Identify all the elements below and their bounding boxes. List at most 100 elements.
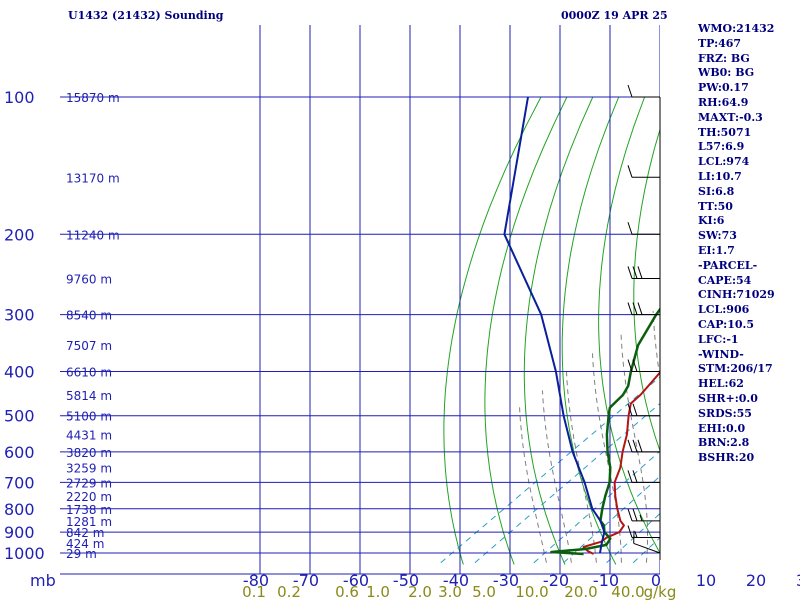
pressure-unit-label: mb: [30, 571, 56, 590]
wind-barb: [627, 222, 660, 235]
pressure-tick-label: 600: [4, 443, 35, 462]
wind-barb: [627, 508, 660, 522]
index-item: BRN:2.8: [698, 436, 750, 450]
height-label: 3259 m: [66, 462, 112, 476]
temperature-tick-label: 20: [746, 571, 766, 590]
temperature-tick-label: -10: [593, 571, 619, 590]
height-label: 7507 m: [66, 339, 112, 353]
pressure-tick-label: 400: [4, 363, 35, 382]
index-item: LI:10.7: [698, 169, 742, 183]
height-label: 11240 m: [66, 228, 120, 242]
temperature-line: [582, 371, 660, 555]
temperature-tick-label: -50: [393, 571, 419, 590]
pressure-tick-label: 900: [4, 523, 35, 542]
index-item: SI:6.8: [698, 184, 735, 198]
dry-adiabat: [793, 97, 800, 565]
wind-barb: [627, 470, 660, 483]
height-label: 29 m: [66, 547, 97, 561]
moist-adiabat: [592, 353, 622, 563]
moist-adiabat: [796, 234, 800, 562]
wind-barb: [627, 359, 660, 373]
mixing-ratio-label: 0.2: [277, 583, 301, 600]
isotherms: [259, 25, 660, 574]
temperature-tick-label: 10: [696, 571, 716, 590]
moist-adiabats: [519, 234, 800, 563]
index-item: EHI:0.0: [698, 421, 746, 435]
height-label: 6610 m: [66, 366, 112, 380]
parcel-line: [503, 96, 606, 554]
mixing-ratio-label: 10.0: [515, 583, 548, 600]
wind-barb: [627, 302, 660, 316]
index-item: -PARCEL-: [698, 258, 758, 272]
height-label: 5100 m: [66, 410, 112, 424]
sounding-time: 0000Z 19 APR 25: [561, 9, 668, 22]
moist-adiabat: [652, 311, 660, 381]
mixing-ratio-label: g/kg: [644, 583, 677, 600]
index-item: SRDS:55: [698, 406, 752, 420]
height-labels: 15870 m 13170 m 11240 m 9760 m 8540 m 7507 m 6…: [66, 91, 120, 561]
sounding-series: [503, 96, 660, 556]
moist-adiabat: [771, 234, 800, 562]
temperature-tick-label: -60: [343, 571, 369, 590]
mixing-ratio-label: 0.6: [335, 583, 359, 600]
temperature-tick-label: -70: [293, 571, 319, 590]
stability-indices-list: WMO:21432 TP:467 FRZ: BG WB0: BG PW:0.17 RH:6…: [698, 22, 775, 466]
mixing-ratio-label: 5.0: [472, 583, 496, 600]
pressure-tick-label: 100: [4, 88, 35, 107]
moist-adiabat: [541, 390, 572, 563]
index-item: CINH:71029: [698, 288, 775, 302]
height-label: 13170 m: [66, 171, 120, 185]
height-label: 15870 m: [66, 91, 120, 105]
index-item: TH:5071: [698, 125, 752, 139]
mixing-ratio-label: 1.0: [366, 583, 390, 600]
station-title: U1432 (21432) Sounding: [68, 9, 224, 22]
height-label: 5814 m: [66, 389, 112, 403]
dewpoint-line: [550, 307, 660, 556]
index-item: L57:6.9: [698, 140, 745, 154]
mixing-ratio-label: 2.0: [408, 583, 432, 600]
dry-adiabat: [633, 127, 660, 453]
index-item: STM:206/17: [698, 362, 773, 376]
mixing-ratio-line: [774, 177, 800, 562]
index-item: HEL:62: [698, 377, 744, 391]
temperature-tick-label: -40: [443, 571, 469, 590]
moist-adiabat: [620, 333, 648, 563]
index-item: WB0: BG: [698, 66, 755, 80]
index-item: LCL:974: [698, 155, 750, 169]
height-label: 1738 m: [66, 503, 112, 517]
height-label: 4431 m: [66, 429, 112, 443]
index-item: RH:64.9: [698, 95, 749, 109]
height-label: 842 m: [66, 526, 104, 540]
temperature-tick-label: 0: [651, 571, 661, 590]
pressure-tick-label: 700: [4, 473, 35, 492]
pressure-tick-label: 500: [4, 407, 35, 426]
index-item: LCL:906: [698, 303, 750, 317]
index-item: TP:467: [698, 36, 742, 50]
index-item: BSHR:20: [698, 451, 755, 465]
wind-barb: [627, 525, 660, 539]
height-label: 2220 m: [66, 490, 112, 504]
height-label: 1281 m: [66, 515, 112, 529]
dry-adiabat: [598, 96, 660, 554]
height-label: 8540 m: [66, 309, 112, 323]
wind-barbs: [627, 84, 661, 560]
temperature-tick-label: -20: [543, 571, 569, 590]
index-item: SW:73: [698, 229, 737, 243]
wind-barb: [627, 266, 660, 279]
wind-barb: [627, 84, 660, 98]
index-item: SHR+:0.0: [698, 391, 758, 405]
height-label: 3820 m: [66, 446, 112, 460]
index-item: EI:1.7: [698, 243, 735, 257]
mixing-ratio-label: 3.0: [438, 583, 462, 600]
mixing-ratio-label: 20.0: [564, 583, 597, 600]
dry-adiabat: [523, 96, 594, 565]
index-item: MAXT:-0.3: [698, 110, 763, 124]
index-item: TT:50: [698, 199, 733, 213]
pressure-tick-label: 200: [4, 225, 35, 244]
wind-barb: [627, 403, 660, 417]
pressure-tick-label: 1000: [4, 544, 45, 563]
index-item: -WIND-: [698, 347, 744, 361]
moist-adiabat: [566, 371, 597, 563]
